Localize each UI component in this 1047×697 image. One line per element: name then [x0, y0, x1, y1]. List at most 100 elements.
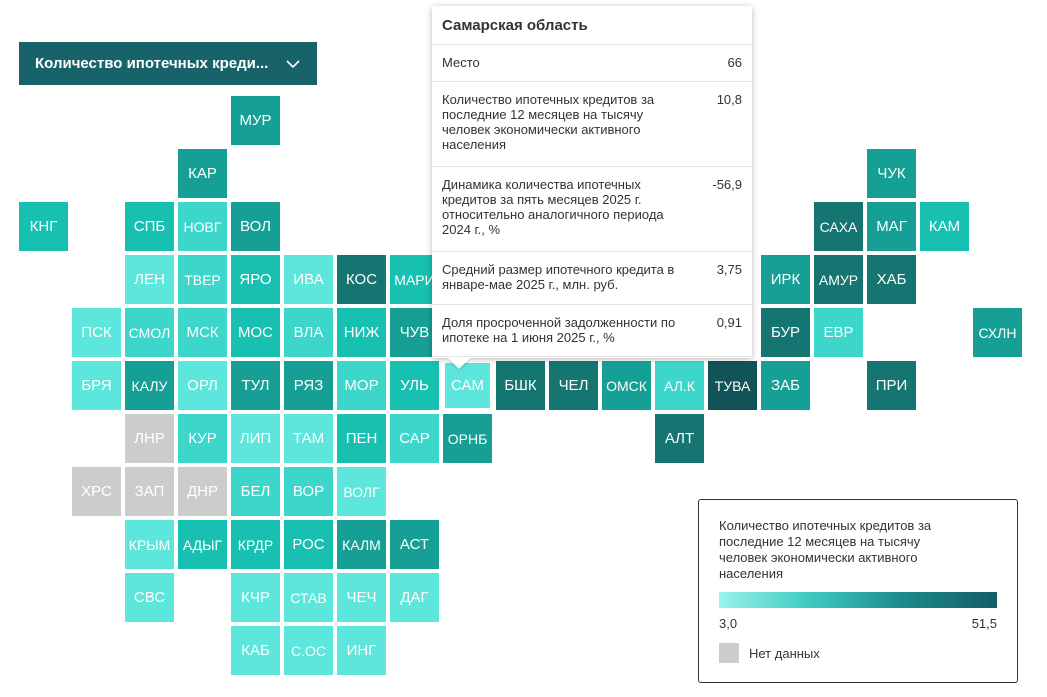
region-tile[interactable]: АСТ: [390, 520, 439, 569]
region-tile[interactable]: ИНГ: [337, 626, 386, 675]
legend-nodata-label: Нет данных: [749, 645, 820, 661]
region-tile[interactable]: КАР: [178, 149, 227, 198]
region-tile[interactable]: КЧР: [231, 573, 280, 622]
region-tile[interactable]: КАБ: [231, 626, 280, 675]
tooltip-row-label: Количество ипотечных кредитов за последн…: [442, 92, 655, 152]
region-tile[interactable]: ХРС: [72, 467, 121, 516]
tooltip-row-value: 0,91: [716, 315, 742, 330]
region-tile[interactable]: ДНР: [178, 467, 227, 516]
region-tile[interactable]: АЛ.К: [655, 361, 704, 410]
region-tile[interactable]: МОС: [231, 308, 280, 357]
region-tile[interactable]: ВЛА: [284, 308, 333, 357]
legend: Количество ипотечных кредитов за последн…: [698, 499, 1018, 683]
region-tile[interactable]: ТВЕР: [178, 255, 227, 304]
region-tile[interactable]: РЯЗ: [284, 361, 333, 410]
region-tile[interactable]: ХАБ: [867, 255, 916, 304]
region-tile[interactable]: ЛНР: [125, 414, 174, 463]
region-tile[interactable]: МАРИ: [390, 255, 439, 304]
tooltip-row-label: Средний размер ипотечного кредита в янва…: [442, 262, 675, 292]
region-tile[interactable]: МАГ: [867, 202, 916, 251]
region-tile[interactable]: ТУЛ: [231, 361, 280, 410]
region-tile[interactable]: ИРК: [761, 255, 810, 304]
legend-title: Количество ипотечных кредитов за последн…: [719, 518, 932, 581]
region-tile[interactable]: ВОР: [284, 467, 333, 516]
region-tile[interactable]: КНГ: [19, 202, 68, 251]
region-tile[interactable]: УЛЬ: [390, 361, 439, 410]
tooltip-row-value: 10,8: [716, 92, 742, 107]
legend-nodata-swatch: [719, 643, 739, 663]
tooltip-row-label: Место: [442, 55, 480, 70]
region-tile[interactable]: ВОЛ: [231, 202, 280, 251]
region-tile[interactable]: ЯРО: [231, 255, 280, 304]
tooltip-row-value: 66: [727, 55, 742, 70]
region-tile[interactable]: ОРНБ: [443, 414, 492, 463]
region-tile[interactable]: ЗАБ: [761, 361, 810, 410]
region-tile[interactable]: ПЕН: [337, 414, 386, 463]
tooltip-row-avg-size: Средний размер ипотечного кредита в янва…: [432, 252, 752, 305]
region-tile[interactable]: КАЛМ: [337, 520, 386, 569]
region-tile[interactable]: ВОЛГ: [337, 467, 386, 516]
tooltip-row-mortgage-count: Количество ипотечных кредитов за последн…: [432, 82, 752, 167]
indicator-dropdown-label: Количество ипотечных креди...: [35, 55, 269, 72]
region-tile[interactable]: ЧУВ: [390, 308, 439, 357]
region-tile[interactable]: ЛЕН: [125, 255, 174, 304]
region-tile[interactable]: СХЛН: [973, 308, 1022, 357]
region-tile[interactable]: САХА: [814, 202, 863, 251]
region-tile[interactable]: КАЛУ: [125, 361, 174, 410]
region-tile[interactable]: МОР: [337, 361, 386, 410]
tooltip-row-overdue: Доля просроченной задолженности по ипоте…: [432, 305, 752, 357]
region-tile[interactable]: ОРЛ: [178, 361, 227, 410]
region-tile[interactable]: ЕВР: [814, 308, 863, 357]
region-tile[interactable]: МУР: [231, 96, 280, 145]
region-tile[interactable]: СВС: [125, 573, 174, 622]
region-tile[interactable]: ТУВА: [708, 361, 757, 410]
region-tile[interactable]: КУР: [178, 414, 227, 463]
tooltip-row-dynamics: Динамика количества ипотечных кредитов з…: [432, 167, 752, 252]
chevron-down-icon: [286, 59, 300, 68]
tooltip-pointer: [448, 358, 470, 369]
region-tile[interactable]: БУР: [761, 308, 810, 357]
tooltip-row-value: 3,75: [716, 262, 742, 277]
region-tile[interactable]: СТАВ: [284, 573, 333, 622]
region-tile[interactable]: ТАМ: [284, 414, 333, 463]
region-tile[interactable]: БЕЛ: [231, 467, 280, 516]
legend-max: 51,5: [971, 616, 997, 631]
region-tile[interactable]: ЗАП: [125, 467, 174, 516]
legend-gradient-bar: [719, 592, 997, 608]
region-tile[interactable]: БРЯ: [72, 361, 121, 410]
region-tile[interactable]: ЧУК: [867, 149, 916, 198]
region-tile[interactable]: КРДР: [231, 520, 280, 569]
indicator-dropdown[interactable]: Количество ипотечных креди...: [19, 42, 317, 85]
region-tile[interactable]: ДАГ: [390, 573, 439, 622]
tooltip-title: Самарская область: [432, 6, 752, 45]
region-tile[interactable]: КАМ: [920, 202, 969, 251]
tooltip-row-rank: Место 66: [432, 45, 752, 82]
region-tile[interactable]: НОВГ: [178, 202, 227, 251]
region-tile[interactable]: ПРИ: [867, 361, 916, 410]
region-tile[interactable]: АМУР: [814, 255, 863, 304]
region-tile[interactable]: АДЫГ: [178, 520, 227, 569]
region-tile[interactable]: КРЫМ: [125, 520, 174, 569]
region-tile[interactable]: ОМСК: [602, 361, 651, 410]
region-tile[interactable]: ЧЕЛ: [549, 361, 598, 410]
region-tile[interactable]: АЛТ: [655, 414, 704, 463]
region-tile[interactable]: ЛИП: [231, 414, 280, 463]
region-tile[interactable]: ЧЕЧ: [337, 573, 386, 622]
region-tile[interactable]: НИЖ: [337, 308, 386, 357]
region-tile[interactable]: САМ: [443, 361, 492, 410]
tooltip-row-value: -56,9: [712, 177, 742, 192]
region-tile[interactable]: ПСК: [72, 308, 121, 357]
region-tile[interactable]: С.ОС: [284, 626, 333, 675]
region-tooltip: Самарская область Место 66 Количество ип…: [432, 6, 752, 369]
region-tile[interactable]: МСК: [178, 308, 227, 357]
region-tile[interactable]: СМОЛ: [125, 308, 174, 357]
region-tile[interactable]: РОС: [284, 520, 333, 569]
region-tile[interactable]: ИВА: [284, 255, 333, 304]
region-tile[interactable]: БШК: [496, 361, 545, 410]
region-tile[interactable]: СПБ: [125, 202, 174, 251]
region-tile[interactable]: КОС: [337, 255, 386, 304]
legend-min: 3,0: [719, 616, 738, 631]
region-tile[interactable]: САР: [390, 414, 439, 463]
tooltip-row-label: Доля просроченной задолженности по ипоте…: [442, 315, 676, 345]
